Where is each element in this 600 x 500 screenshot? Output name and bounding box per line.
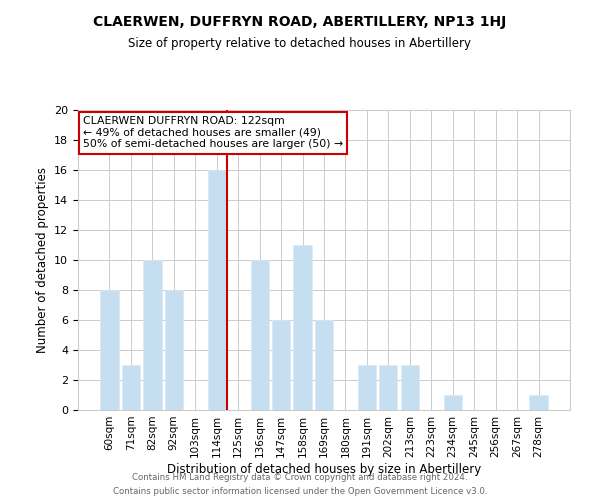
Bar [272,320,290,410]
X-axis label: Distribution of detached houses by size in Abertillery: Distribution of detached houses by size … [167,462,481,475]
Bar [529,395,548,410]
Bar [315,320,333,410]
Bar [208,170,226,410]
Bar [165,290,183,410]
Bar [293,245,311,410]
Bar [122,365,140,410]
Bar [443,395,462,410]
Text: CLAERWEN, DUFFRYN ROAD, ABERTILLERY, NP13 1HJ: CLAERWEN, DUFFRYN ROAD, ABERTILLERY, NP1… [94,15,506,29]
Bar [251,260,269,410]
Text: Size of property relative to detached houses in Abertillery: Size of property relative to detached ho… [128,38,472,51]
Y-axis label: Number of detached properties: Number of detached properties [35,167,49,353]
Bar [401,365,419,410]
Text: CLAERWEN DUFFRYN ROAD: 122sqm
← 49% of detached houses are smaller (49)
50% of s: CLAERWEN DUFFRYN ROAD: 122sqm ← 49% of d… [83,116,343,149]
Bar [100,290,119,410]
Bar [379,365,397,410]
Text: Contains HM Land Registry data © Crown copyright and database right 2024.: Contains HM Land Registry data © Crown c… [132,472,468,482]
Text: Contains public sector information licensed under the Open Government Licence v3: Contains public sector information licen… [113,488,487,496]
Bar [358,365,376,410]
Bar [143,260,161,410]
